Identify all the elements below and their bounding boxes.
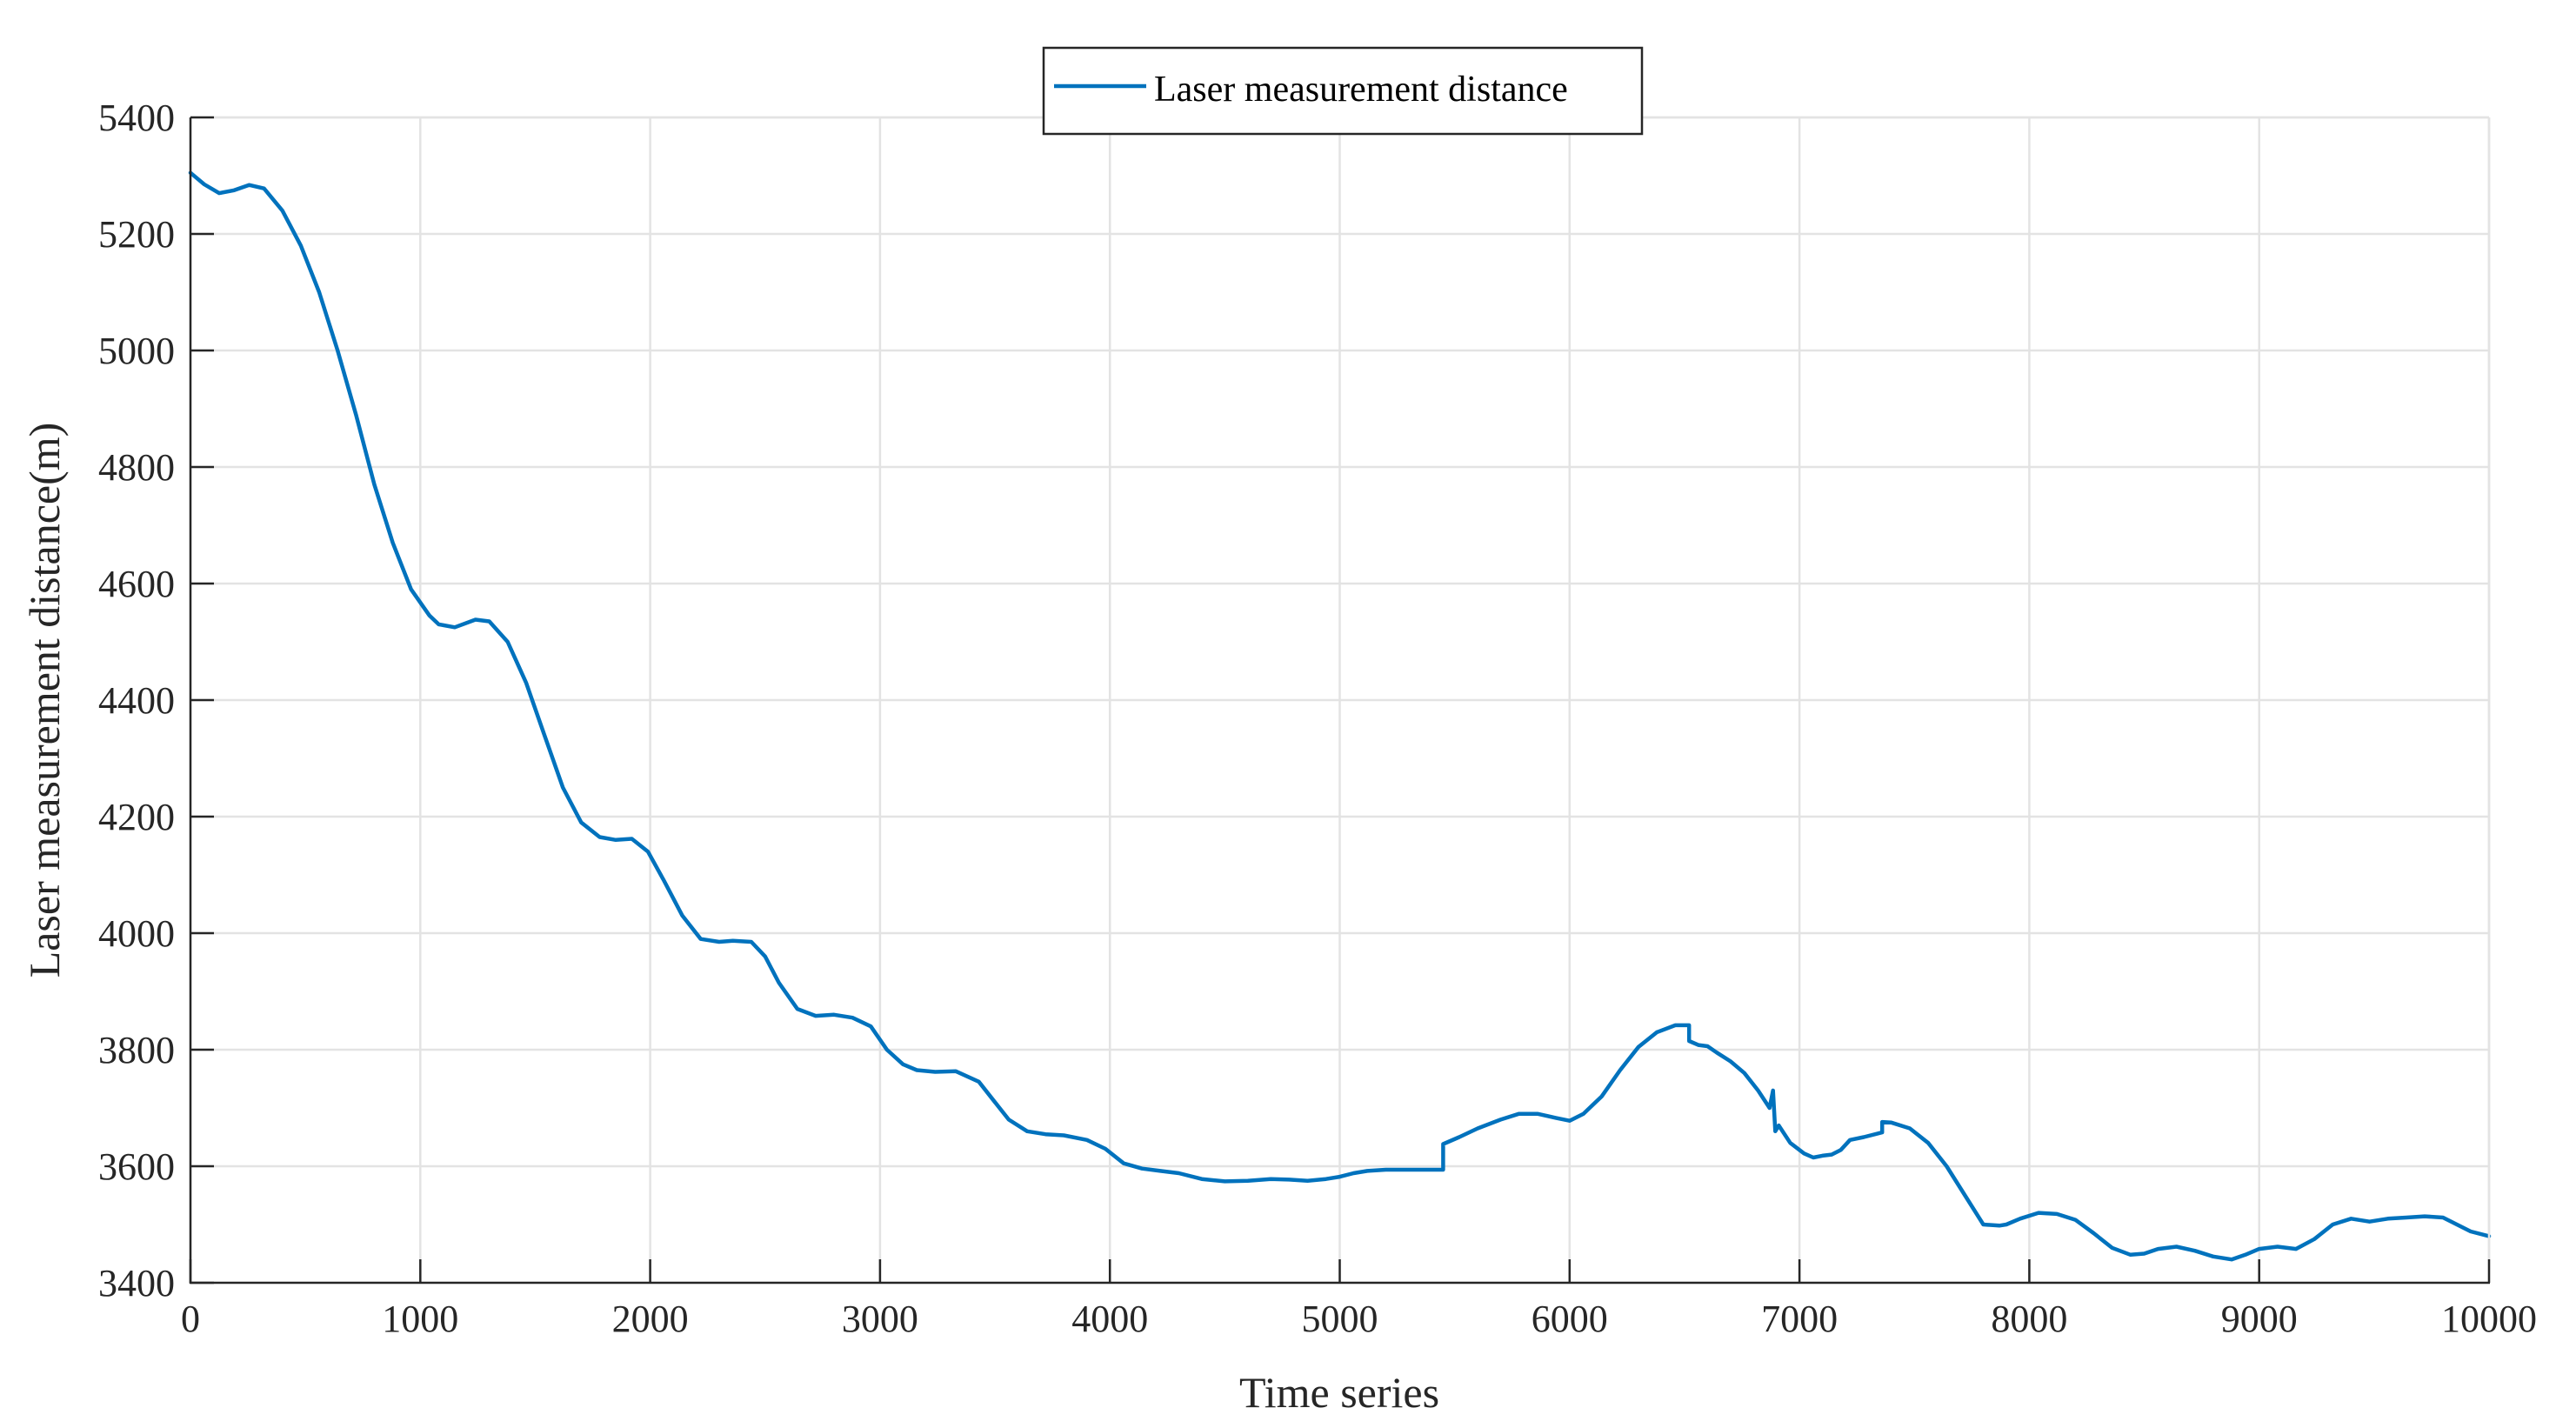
x-tick-label: 2000: [612, 1298, 689, 1340]
y-tick-label: 5000: [98, 330, 175, 372]
x-tick-label: 9000: [2221, 1298, 2298, 1340]
x-tick-label: 1000: [382, 1298, 458, 1340]
y-tick-label: 3400: [98, 1262, 175, 1305]
y-tick-label: 5200: [98, 213, 175, 256]
y-tick-label: 4600: [98, 563, 175, 605]
x-tick-label: 8000: [1991, 1298, 2067, 1340]
data-line: [188, 170, 2492, 1262]
y-tick-label: 4200: [98, 796, 175, 838]
x-axis-title: Time series: [1239, 1368, 1439, 1417]
legend-label: Laser measurement distance: [1154, 70, 1568, 110]
x-tick-label: 7000: [1761, 1298, 1838, 1340]
x-tick-label: 0: [181, 1298, 200, 1340]
x-tick-labels: 0 1000 2000 3000 4000 5000 6000 7000 8000 9000 100…: [181, 1298, 2537, 1340]
grid-lines: [190, 116, 2491, 1283]
x-tick-label: 4000: [1071, 1298, 1148, 1340]
y-tick-label: 4400: [98, 679, 175, 722]
y-tick-label: 4000: [98, 912, 175, 955]
y-tick-label: 4800: [98, 446, 175, 489]
legend-box: [1042, 46, 1644, 136]
y-tick-labels: 3400 3600 3800 4000 4200 4400 4600 4800 5000 5200…: [98, 97, 175, 1305]
y-tick-label: 3600: [98, 1145, 175, 1188]
x-tick-label: 3000: [842, 1298, 918, 1340]
legend: Laser measurement distance: [1042, 46, 1644, 136]
x-tick-label: 6000: [1532, 1298, 1608, 1340]
y-axis-title: Laser measurement distance(m): [20, 423, 69, 978]
y-tick-label: 5400: [98, 97, 175, 139]
x-tick-label: 5000: [1302, 1298, 1378, 1340]
plot-series: [188, 170, 2492, 1262]
x-tick-label: 10000: [2441, 1298, 2537, 1340]
y-tick-label: 3800: [98, 1029, 175, 1071]
